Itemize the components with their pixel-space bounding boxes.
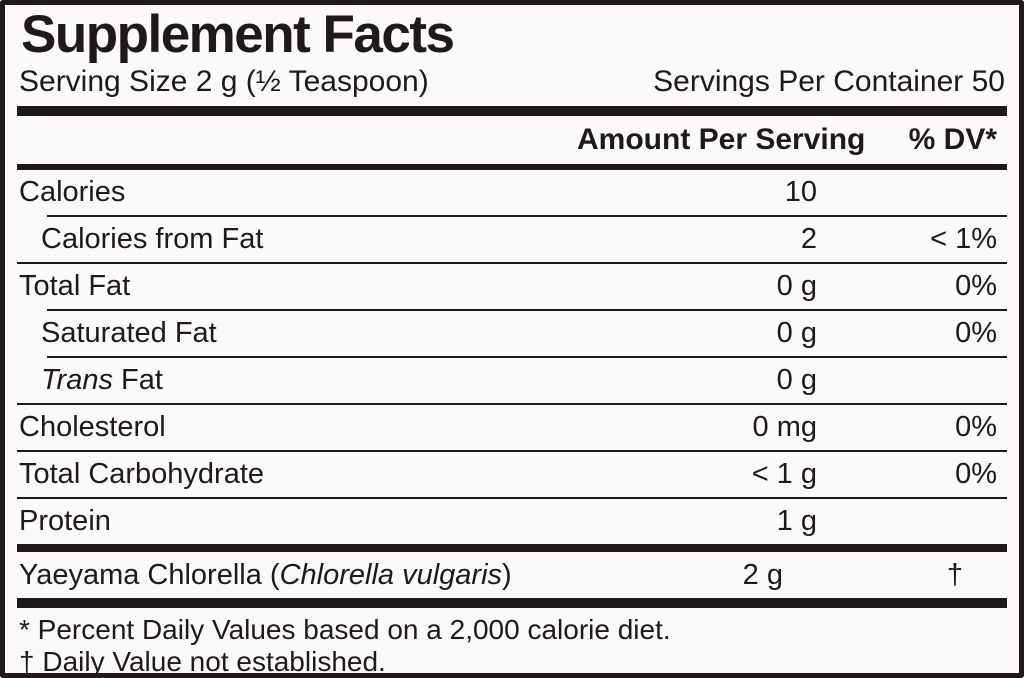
nutrient-name: Yaeyama Chlorella (	[19, 558, 280, 591]
rule	[47, 309, 1007, 312]
rule	[17, 497, 1007, 500]
nutrient-name: Cholesterol	[19, 411, 166, 444]
nutrient-dv: 0%	[955, 317, 997, 350]
nutrient-row-trans-fat: Trans Fat 0 g	[41, 364, 817, 397]
column-header-amount-per-serving: Amount Per Serving	[577, 123, 866, 157]
nutrient-amount: 0 g	[776, 270, 817, 303]
nutrient-amount: 0 g	[776, 364, 817, 397]
nutrient-amount: 2 g	[742, 558, 783, 591]
footnotes: * Percent Daily Values based on a 2,000 …	[17, 614, 1007, 678]
nutrient-name: Saturated Fat	[41, 317, 217, 350]
thick-rule-above-ingredient	[17, 544, 1007, 553]
nutrient-dv-dagger: †	[946, 558, 963, 591]
nutrient-row-cholesterol: Cholesterol 0 mg 0%	[17, 405, 1007, 450]
footnote-percent-dv: * Percent Daily Values based on a 2,000 …	[19, 614, 671, 646]
rule	[47, 215, 1007, 218]
rule	[17, 262, 1007, 265]
nutrient-name: Total Fat	[19, 270, 131, 303]
thick-rule-above-footnotes	[17, 598, 1007, 609]
nutrient-row-protein: Protein 1 g	[17, 499, 1007, 544]
nutrient-name: Calories from Fat	[41, 223, 264, 256]
nutrient-row-total-fat: Total Fat 0 g 0%	[17, 264, 1007, 309]
nutrient-amount: 1 g	[776, 505, 817, 538]
thick-rule-below-header	[17, 164, 1007, 171]
nutrient-amount: 0 g	[776, 317, 817, 350]
nutrient-name: Protein	[19, 505, 111, 538]
nutrient-amount: 2	[800, 223, 817, 256]
rule	[47, 356, 1007, 359]
nutrient-amount: 0 mg	[752, 411, 817, 444]
label-title: Supplement Facts	[21, 5, 455, 64]
nutrient-row-calories: Calories 10	[17, 170, 1007, 215]
rule	[17, 403, 1007, 406]
nutrient-row-yaeyama-chlorella: Yaeyama Chlorella (Chlorella vulgaris) 2…	[17, 552, 1007, 598]
nutrient-dv: 0%	[955, 270, 997, 303]
nutrient-row-saturated-fat: Saturated Fat 0 g 0%	[17, 311, 1007, 356]
table-header-row: Amount Per Serving % DV*	[17, 116, 1007, 164]
nutrient-row-total-carbohydrate: Total Carbohydrate < 1 g 0%	[17, 452, 1007, 497]
nutrient-dv: 0%	[955, 458, 997, 491]
footnote-daily-value: † Daily Value not established.	[19, 646, 386, 678]
nutrient-name: Total Carbohydrate	[19, 458, 265, 491]
thick-rule-top	[17, 106, 1007, 117]
serving-info-row: Serving Size 2 g (½ Teaspoon) Servings P…	[17, 65, 1007, 99]
nutrient-dv: < 1%	[930, 223, 997, 256]
nutrient-dv: 0%	[955, 411, 997, 444]
nutrient-name: Calories	[19, 176, 126, 209]
nutrient-row-calories-from-fat: Calories from Fat 2 < 1%	[17, 217, 1007, 262]
nutrient-amount: 10	[784, 176, 817, 209]
rule	[17, 450, 1007, 453]
serving-size-text: Serving Size 2 g (½ Teaspoon)	[19, 65, 429, 99]
column-header-percent-dv: % DV*	[908, 123, 997, 157]
species-name-italic: Chlorella vulgaris	[279, 558, 503, 591]
servings-per-container-text: Servings Per Container 50	[653, 65, 1005, 99]
nutrient-amount: < 1 g	[751, 458, 817, 491]
